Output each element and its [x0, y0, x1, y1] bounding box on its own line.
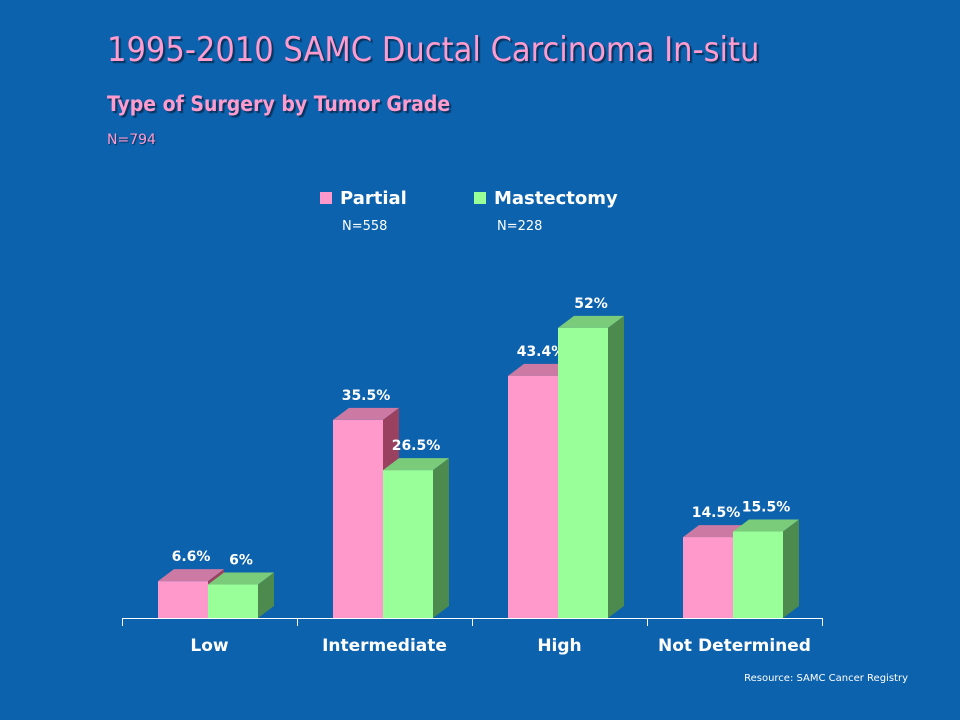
category-label-high: High: [537, 636, 581, 656]
bar-top-partial-intermediate: [333, 407, 399, 420]
bar-top-partial-low: [158, 569, 224, 582]
data-label-mastectomy-low: 6%: [229, 553, 253, 569]
data-label-partial-low: 6.6%: [172, 549, 211, 565]
bar-top-mastectomy-high: [558, 315, 624, 328]
legend-count-partial: N=558: [342, 219, 388, 234]
bar-partial-high: [508, 375, 558, 618]
data-label-mastectomy-high: 52%: [574, 296, 608, 312]
bar-side-mastectomy-low: [258, 572, 274, 618]
source-note: Resource: SAMC Cancer Registry: [744, 673, 908, 684]
data-label-partial-not-determined: 14.5%: [692, 505, 741, 521]
data-label-mastectomy-not-determined: 15.5%: [742, 500, 791, 516]
data-label-partial-intermediate: 35.5%: [342, 388, 391, 404]
bar-partial-low: [158, 581, 208, 618]
bar-top-mastectomy-low: [208, 572, 274, 585]
bar-mastectomy-intermediate: [383, 470, 433, 618]
category-label-low: Low: [190, 636, 229, 656]
bar-top-partial-not-determined: [683, 525, 749, 538]
legend-count-mastectomy: N=228: [497, 219, 543, 234]
legend-swatch-partial: [320, 192, 332, 204]
total-count: N=794: [107, 132, 156, 148]
category-label-intermediate: Intermediate: [322, 636, 447, 656]
chart-title: 1995-2010 SAMC Ductal Carcinoma In-situ: [107, 30, 760, 70]
bar-top-mastectomy-not-determined: [733, 519, 799, 532]
bar-mastectomy-low: [208, 584, 258, 618]
legend-item-mastectomy: Mastectomy: [474, 186, 618, 210]
bar-side-mastectomy-intermediate: [433, 458, 449, 618]
bar-partial-intermediate: [333, 419, 383, 618]
chart-subtitle: Type of Surgery by Tumor Grade: [107, 92, 451, 116]
bar-side-mastectomy-not-determined: [783, 519, 799, 618]
legend-item-partial: Partial: [320, 186, 407, 210]
legend-label-mastectomy: Mastectomy: [494, 187, 618, 209]
bar-mastectomy-high: [558, 327, 608, 618]
bar-partial-not-determined: [683, 537, 733, 618]
bar-side-mastectomy-high: [608, 315, 624, 618]
legend-label-partial: Partial: [340, 187, 407, 209]
data-label-partial-high: 43.4%: [517, 344, 566, 360]
bar-mastectomy-not-determined: [733, 531, 783, 618]
bar-top-mastectomy-intermediate: [383, 458, 449, 471]
data-label-mastectomy-intermediate: 26.5%: [392, 438, 441, 454]
bar-top-partial-high: [508, 363, 574, 376]
legend-swatch-mastectomy: [474, 192, 486, 204]
category-label-not-determined: Not Determined: [658, 636, 811, 656]
